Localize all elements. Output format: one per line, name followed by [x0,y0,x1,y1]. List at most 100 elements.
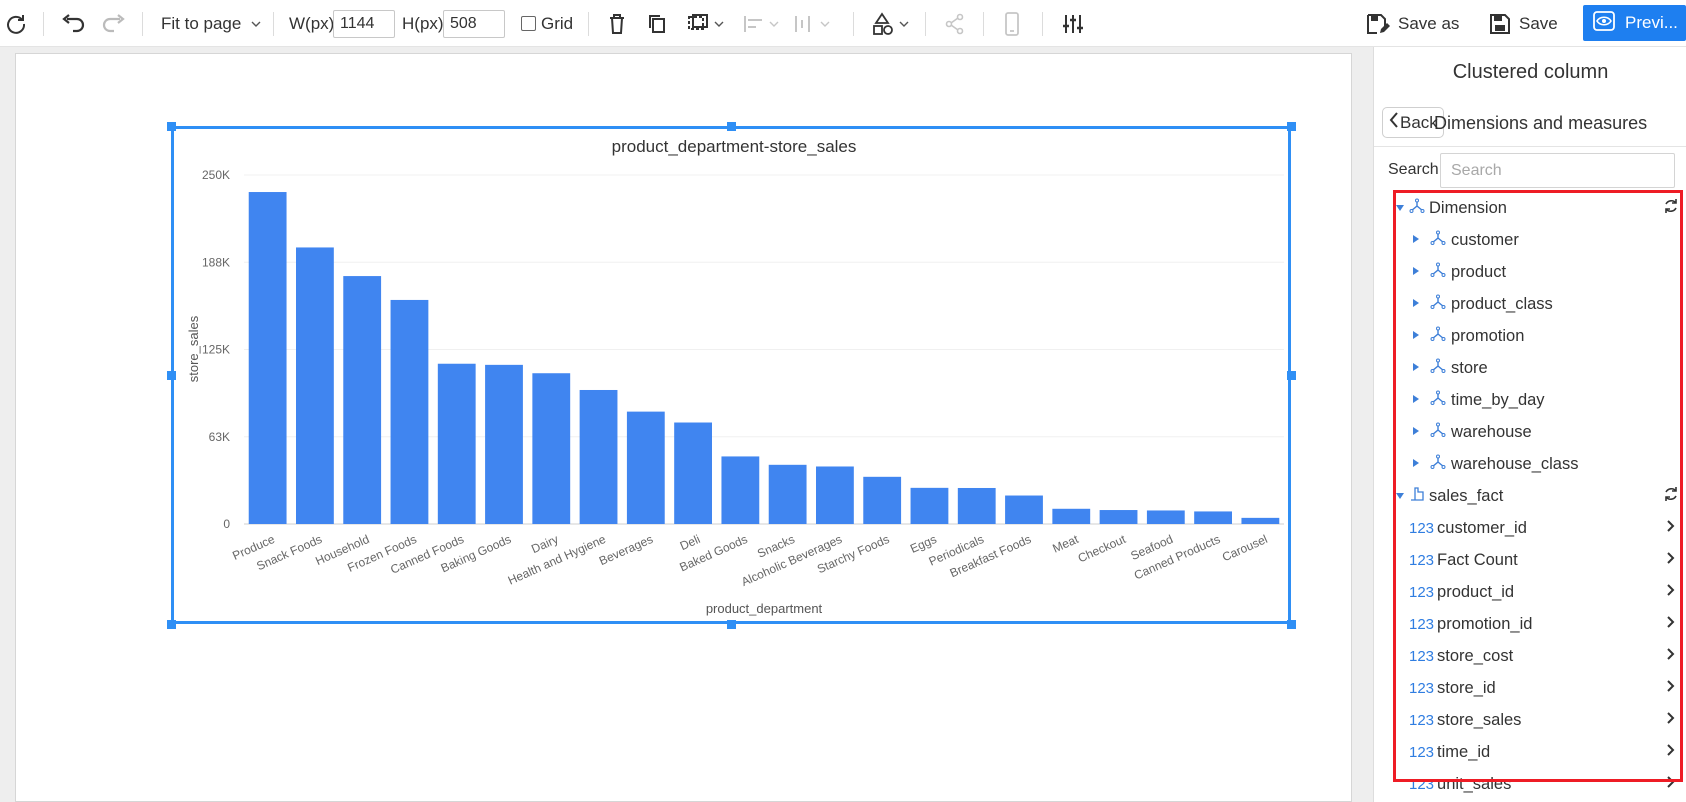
resize-handle[interactable] [1287,371,1296,380]
chart-container[interactable]: product_department-store_sales 0 63K 125K 18… [171,126,1291,624]
measure-label: product_id [1437,582,1515,601]
refresh-icon[interactable] [5,0,27,47]
measure-type-label: 123 [1409,679,1435,697]
back-label: Back [1400,112,1438,132]
tree-item-dimension[interactable]: product_class [1374,289,1686,319]
dimension-label: product [1451,262,1507,281]
tree-item-dimension[interactable]: promotion [1374,321,1686,351]
caret-right-icon [1412,263,1420,281]
bar [816,466,854,524]
y-tick-label: 63K [209,430,230,444]
chevron-right-icon[interactable] [1666,615,1676,634]
delete-icon[interactable] [607,0,627,47]
save-as-button[interactable]: Save as [1366,0,1459,47]
x-axis-label: product_department [706,601,823,616]
bar [485,364,523,524]
align-left-icon[interactable] [742,0,780,47]
chevron-right-icon[interactable] [1666,551,1676,570]
grid-toggle[interactable]: Grid [521,0,573,47]
caret-right-icon [1412,327,1420,345]
settings-sliders-icon[interactable] [1062,0,1084,47]
chevron-right-icon[interactable] [1666,711,1676,730]
refresh-icon[interactable] [1663,486,1679,507]
layer-icon[interactable] [687,0,725,47]
distribute-icon[interactable] [793,0,831,47]
tree-group-dimension[interactable]: Dimension [1374,193,1686,223]
tree-item-measure[interactable]: 123 store_sales [1374,705,1686,735]
save-icon [1489,13,1511,35]
preview-label: Previ... [1625,13,1678,32]
measure-label: Fact Count [1437,550,1518,569]
height-input[interactable] [443,10,505,38]
dimension-icon [1430,422,1446,443]
search-input[interactable] [1440,153,1675,188]
tree-item-measure[interactable]: 123 Fact Count [1374,545,1686,575]
dimension-label: warehouse_class [1451,454,1579,473]
measure-type-label: 123 [1409,711,1435,729]
caret-right-icon [1412,455,1420,473]
bar [296,247,334,524]
resize-handle[interactable] [167,620,176,629]
share-icon[interactable] [944,0,966,47]
measure-type-label: 123 [1409,551,1435,569]
resize-handle[interactable] [727,620,736,629]
chevron-right-icon[interactable] [1666,679,1676,698]
tree-item-measure[interactable]: 123 time_id [1374,737,1686,767]
width-input[interactable] [333,10,395,38]
fit-to-page-select[interactable]: Fit to page [161,0,261,47]
tree-item-measure[interactable]: 123 store_cost [1374,641,1686,671]
shapes-icon[interactable] [872,0,912,47]
caret-down-icon [1390,204,1408,212]
chevron-right-icon[interactable] [1666,519,1676,538]
undo-icon[interactable] [60,0,86,47]
back-button[interactable]: Back [1382,107,1444,138]
dimension-icon [1430,358,1446,379]
redo-icon[interactable] [101,0,127,47]
tree-item-dimension[interactable]: time_by_day [1374,385,1686,415]
bar [626,411,665,524]
refresh-icon[interactable] [1663,198,1679,219]
caret-right-icon [1412,423,1420,441]
measure-type-label: 123 [1409,647,1435,665]
caret-right-icon [1412,391,1420,409]
measure-type-label: 123 [1409,775,1435,793]
tree-item-dimension[interactable]: store [1374,353,1686,383]
tree-item-measure[interactable]: 123 store_id [1374,673,1686,703]
tree-group-fact[interactable]: sales_fact [1374,481,1686,511]
search-label: Search [1388,161,1439,178]
measure-type-label: 123 [1409,519,1435,537]
dimension-icon [1430,230,1446,251]
bar [674,422,712,524]
x-tick-label: Breakfast Foods [948,532,1034,580]
resize-handle[interactable] [167,122,176,131]
copy-icon[interactable] [647,0,667,47]
mobile-icon[interactable] [1004,0,1020,47]
resize-handle[interactable] [727,122,736,131]
tree-item-measure[interactable]: 123 promotion_id [1374,609,1686,639]
chevron-right-icon[interactable] [1666,775,1676,794]
dimension-icon [1430,454,1446,475]
grid-checkbox[interactable] [521,16,536,31]
chevron-right-icon[interactable] [1666,743,1676,762]
resize-handle[interactable] [1287,122,1296,131]
tree-item-dimension[interactable]: warehouse [1374,417,1686,447]
dimension-icon [1430,326,1446,347]
tree-item-measure[interactable]: 123 unit_sales [1374,769,1686,799]
measure-label: unit_sales [1437,774,1512,793]
preview-button[interactable]: Previ... [1583,5,1686,41]
tree-item-dimension[interactable]: product [1374,257,1686,287]
tree-item-dimension[interactable]: warehouse_class [1374,449,1686,479]
measure-type-label: 123 [1409,583,1435,601]
dimension-label: warehouse [1451,422,1532,441]
tree-item-dimension[interactable]: customer [1374,225,1686,255]
tree-item-measure[interactable]: 123 customer_id [1374,513,1686,543]
x-tick-label: Carousel [1220,532,1270,564]
resize-handle[interactable] [167,371,176,380]
save-button[interactable]: Save [1489,0,1558,47]
tree-item-measure[interactable]: 123 product_id [1374,577,1686,607]
resize-handle[interactable] [1287,620,1296,629]
dimension-label: time_by_day [1451,390,1545,409]
chevron-right-icon[interactable] [1666,647,1676,666]
dimension-label: promotion [1451,326,1525,345]
chevron-right-icon[interactable] [1666,583,1676,602]
